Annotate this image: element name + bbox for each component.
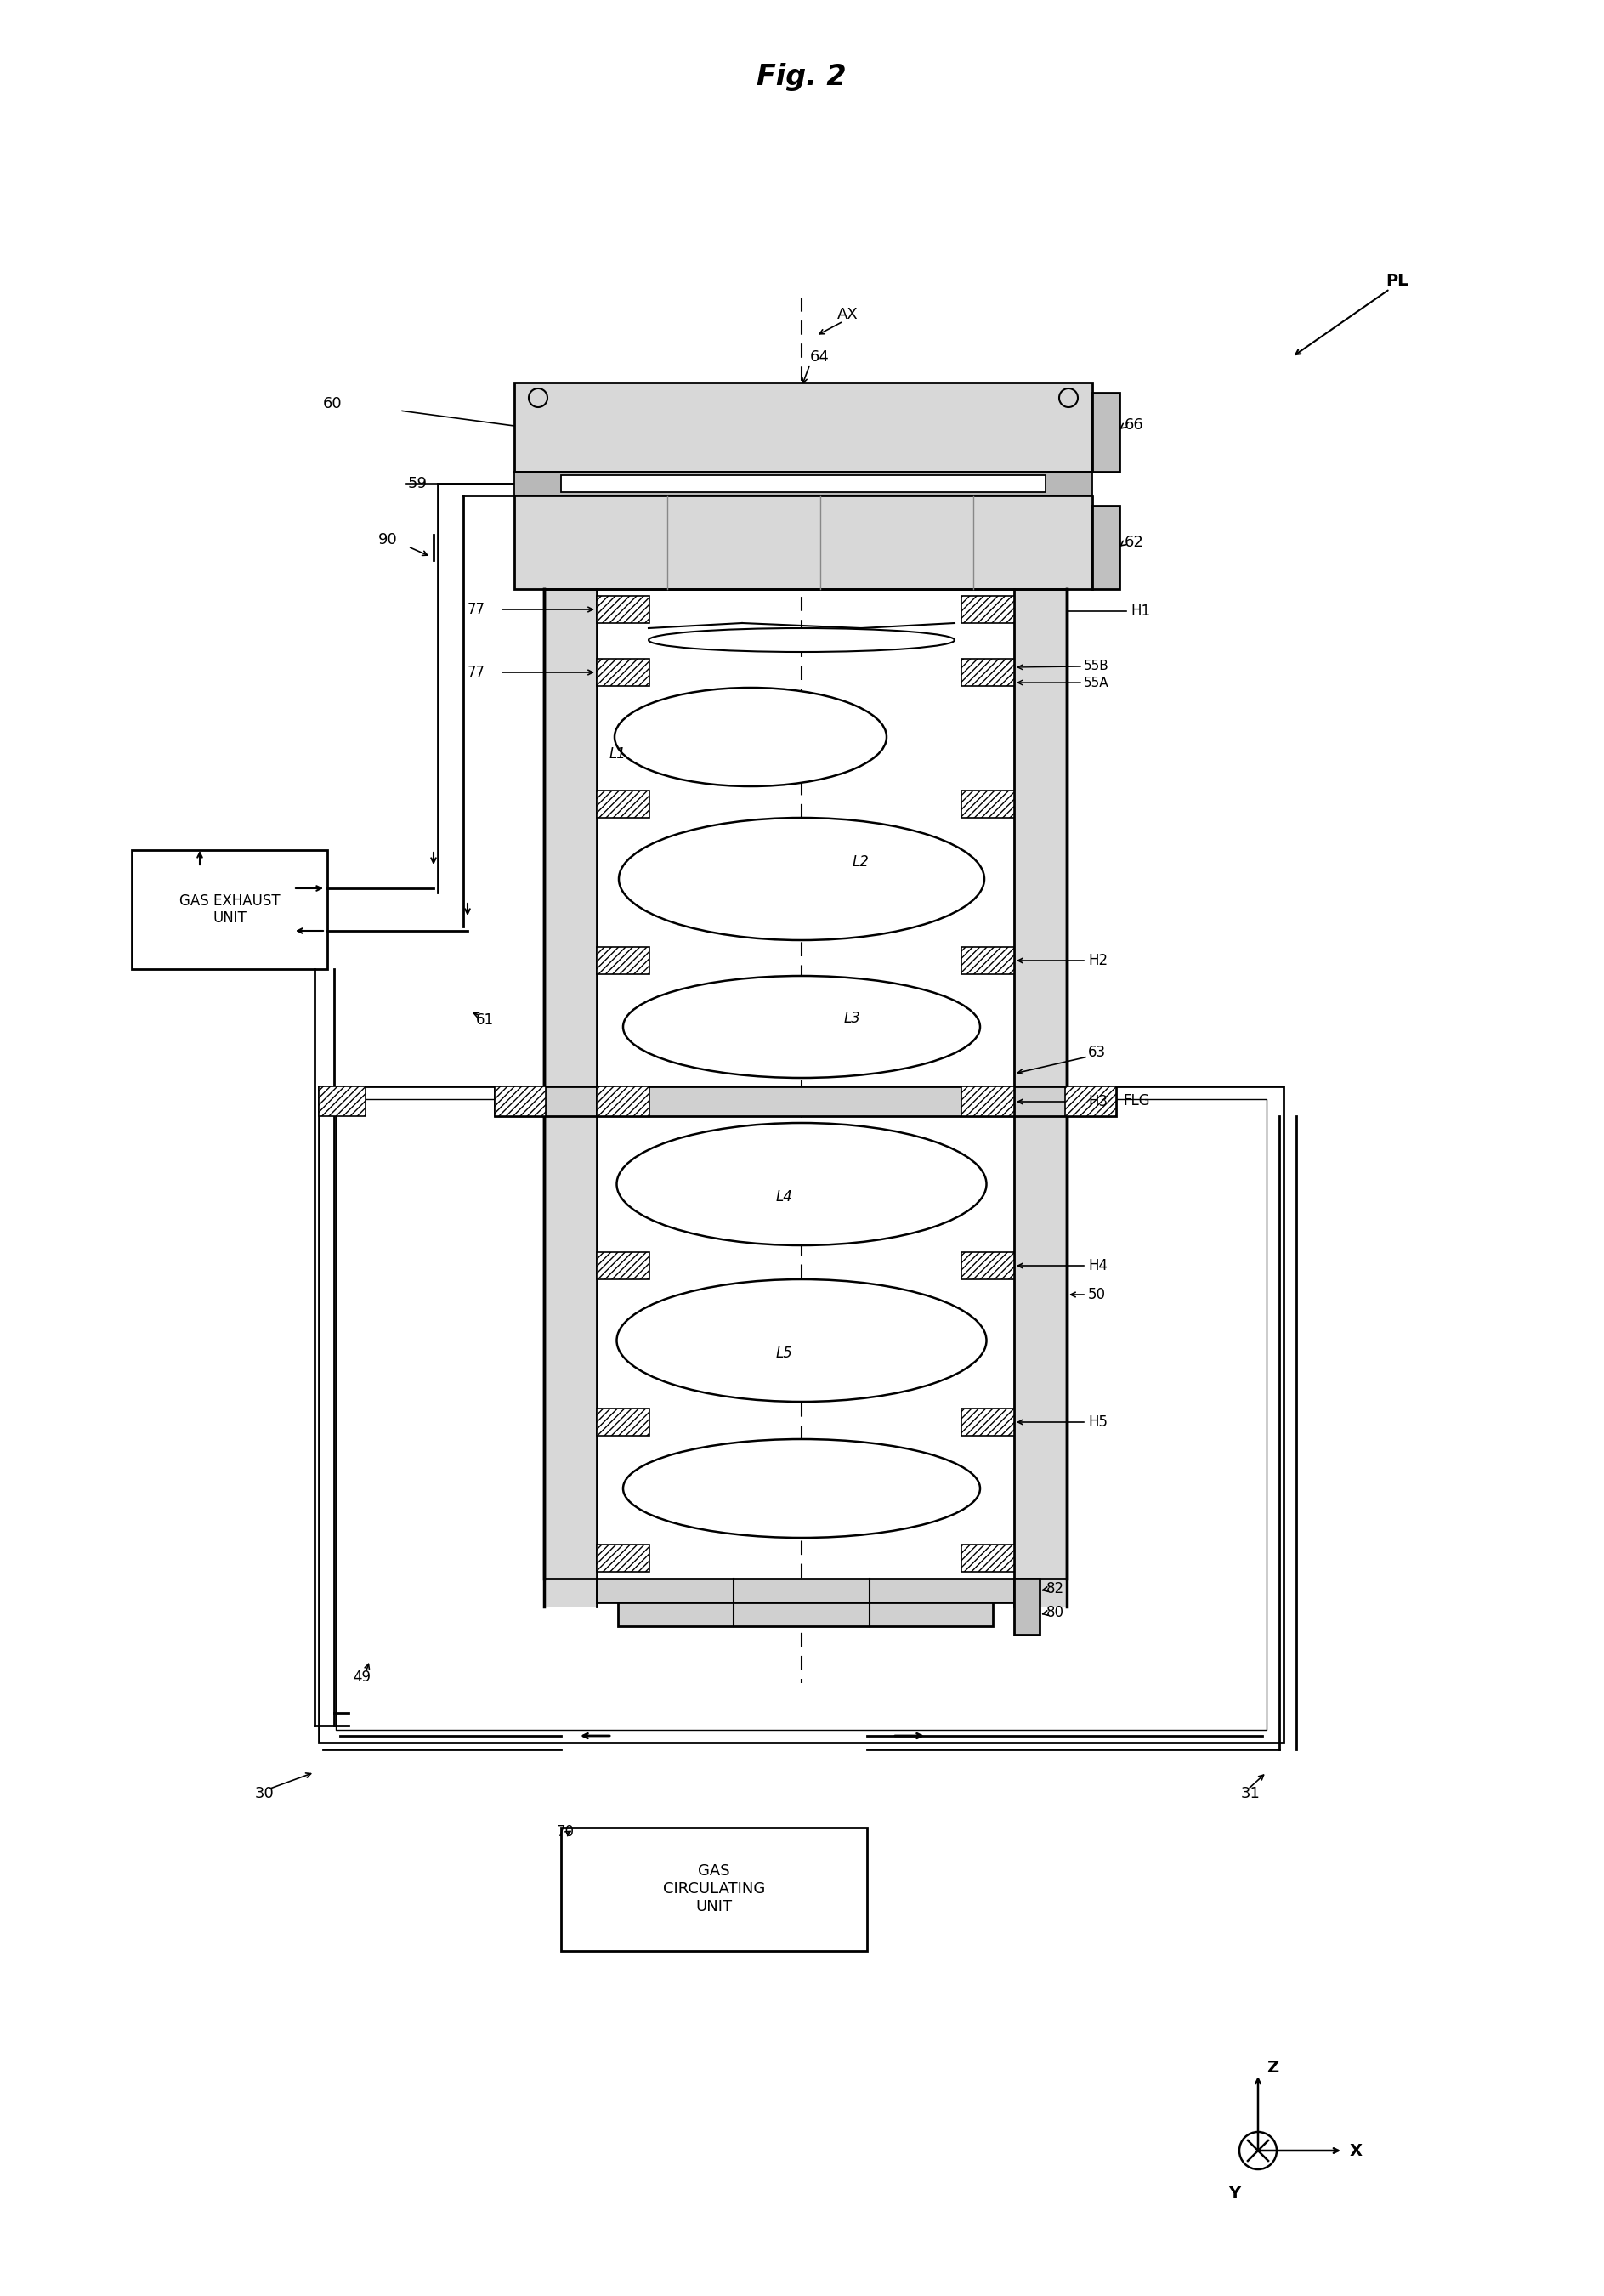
Text: GAS
CIRCULATING
UNIT: GAS CIRCULATING UNIT xyxy=(662,1864,765,1915)
Text: 64: 64 xyxy=(810,349,829,365)
Bar xyxy=(561,475,1046,491)
Bar xyxy=(597,1545,650,1573)
Text: Fig. 2: Fig. 2 xyxy=(757,62,847,90)
Text: 77: 77 xyxy=(467,602,486,618)
Bar xyxy=(597,1407,650,1435)
Bar xyxy=(319,1086,1283,1743)
Bar xyxy=(561,1828,868,1952)
Bar xyxy=(597,946,650,974)
Bar xyxy=(597,1251,650,1279)
Bar xyxy=(961,1407,1014,1435)
Ellipse shape xyxy=(619,817,985,939)
Text: 70: 70 xyxy=(557,1825,574,1839)
Ellipse shape xyxy=(616,1123,986,1244)
Text: 66: 66 xyxy=(1124,418,1144,432)
Bar xyxy=(335,1100,1267,1729)
Text: FLG: FLG xyxy=(1123,1093,1150,1109)
Bar xyxy=(1092,505,1120,590)
Bar xyxy=(961,946,1014,974)
Text: H3: H3 xyxy=(1088,1093,1108,1109)
Ellipse shape xyxy=(648,629,954,652)
Bar xyxy=(132,850,327,969)
Bar xyxy=(961,1251,1014,1279)
Text: 82: 82 xyxy=(1046,1582,1065,1596)
Text: 49: 49 xyxy=(353,1669,371,1685)
Text: 77: 77 xyxy=(467,666,486,680)
Bar xyxy=(597,1580,1014,1603)
Text: Z: Z xyxy=(1267,2060,1278,2076)
Bar xyxy=(1014,1580,1039,1635)
Ellipse shape xyxy=(622,1440,980,1538)
Text: H2: H2 xyxy=(1088,953,1108,969)
Text: 55A: 55A xyxy=(1084,677,1108,689)
Bar xyxy=(1065,1086,1116,1116)
Text: 55B: 55B xyxy=(1084,659,1108,673)
Bar xyxy=(544,590,597,1607)
Bar xyxy=(597,659,650,687)
Text: 30: 30 xyxy=(255,1786,274,1802)
Text: 50: 50 xyxy=(1088,1288,1105,1302)
Bar xyxy=(494,1086,545,1116)
Bar xyxy=(597,597,650,622)
Bar xyxy=(515,383,1092,471)
Text: Y: Y xyxy=(1229,2186,1240,2202)
Text: X: X xyxy=(1351,2142,1362,2158)
Bar xyxy=(319,1086,366,1116)
Text: GAS EXHAUST
UNIT: GAS EXHAUST UNIT xyxy=(180,893,281,925)
Bar xyxy=(1092,393,1120,471)
Bar xyxy=(597,790,650,817)
Text: L4: L4 xyxy=(776,1189,792,1205)
Bar xyxy=(515,471,1092,496)
Text: 59: 59 xyxy=(407,475,428,491)
Text: H4: H4 xyxy=(1088,1258,1108,1274)
Ellipse shape xyxy=(614,689,887,785)
Text: 63: 63 xyxy=(1088,1045,1107,1061)
Bar xyxy=(515,496,1092,590)
Text: H5: H5 xyxy=(1088,1414,1108,1430)
Bar xyxy=(961,790,1014,817)
Bar xyxy=(961,1086,1014,1116)
Bar xyxy=(597,1086,650,1116)
Text: PL: PL xyxy=(1386,273,1408,289)
Text: L5: L5 xyxy=(776,1345,792,1362)
Bar xyxy=(961,597,1014,622)
Bar xyxy=(494,1086,1116,1116)
Text: L3: L3 xyxy=(844,1010,861,1026)
Bar xyxy=(1014,590,1067,1607)
Bar xyxy=(618,1603,993,1626)
Bar xyxy=(961,1545,1014,1573)
Bar xyxy=(961,659,1014,687)
Text: 61: 61 xyxy=(476,1013,494,1029)
Ellipse shape xyxy=(616,1279,986,1403)
Text: 90: 90 xyxy=(379,533,398,546)
Ellipse shape xyxy=(622,976,980,1077)
Text: L2: L2 xyxy=(853,854,869,870)
Text: AX: AX xyxy=(837,308,858,321)
Text: 31: 31 xyxy=(1241,1786,1261,1802)
Text: L1: L1 xyxy=(610,746,627,762)
Text: H1: H1 xyxy=(1131,604,1150,620)
Text: 62: 62 xyxy=(1124,535,1144,551)
Text: 80: 80 xyxy=(1046,1605,1063,1621)
Text: 60: 60 xyxy=(322,397,342,411)
